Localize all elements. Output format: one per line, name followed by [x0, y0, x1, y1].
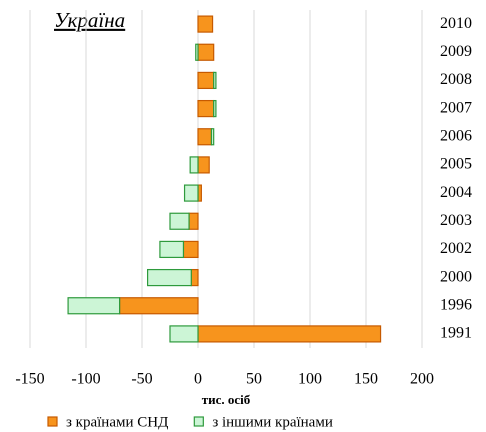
y-tick-label: 2000 [440, 268, 472, 285]
x-tick-label: 100 [298, 371, 322, 388]
bar [190, 268, 199, 287]
y-tick-label: 2004 [440, 184, 472, 201]
legend-label: з країнами СНД [66, 414, 168, 430]
y-tick-label: 2006 [440, 127, 472, 144]
y-tick-label: 2007 [440, 99, 472, 116]
bar [197, 43, 215, 61]
chart-title: Україна [54, 8, 125, 32]
bar [169, 325, 199, 343]
bar [197, 99, 215, 118]
bar [213, 71, 217, 90]
bar [67, 297, 121, 315]
y-tick-label: 2002 [440, 240, 472, 257]
bar [213, 99, 217, 118]
x-tick-label: 200 [410, 371, 434, 388]
x-tick-label: -50 [131, 371, 152, 388]
bar [197, 71, 215, 90]
bar [182, 240, 199, 259]
x-tick-label: -100 [71, 371, 100, 388]
x-tick-label: 150 [354, 371, 378, 388]
y-tick-label: 2003 [440, 212, 472, 229]
x-tick-label: 0 [194, 371, 202, 388]
bar [197, 15, 214, 33]
legend-swatch [47, 416, 58, 427]
bar [147, 268, 192, 287]
y-tick-label: 1991 [440, 325, 472, 342]
y-tick-label: 1996 [440, 296, 472, 313]
bar [188, 212, 199, 230]
bar [210, 128, 215, 146]
y-tick-label: 2008 [440, 71, 472, 88]
y-tick-label: 2005 [440, 156, 472, 173]
bar [159, 240, 185, 259]
bar [197, 325, 382, 343]
x-tick-label: -150 [15, 371, 44, 388]
bar [197, 156, 210, 174]
bar [183, 184, 199, 202]
bar [197, 128, 213, 146]
legend-swatch [193, 416, 204, 427]
legend-label: з іншими країнами [212, 414, 333, 430]
bar [195, 43, 199, 61]
x-tick-label: 50 [246, 371, 262, 388]
bar [189, 156, 199, 174]
bar [169, 212, 190, 230]
y-tick-label: 2010 [440, 15, 472, 32]
x-axis-label: тис. осіб [202, 392, 251, 407]
bar [118, 297, 199, 315]
y-tick-label: 2009 [440, 43, 472, 60]
